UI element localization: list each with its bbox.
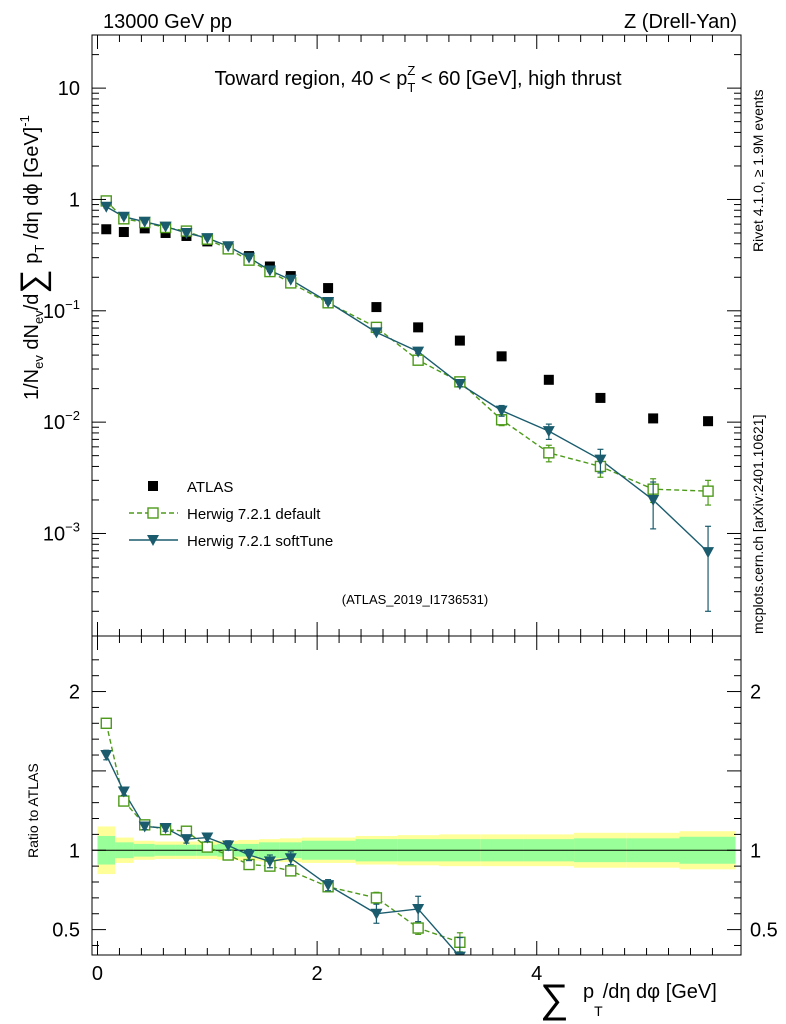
legend-entry-atlas: ATLAS xyxy=(148,479,233,496)
x-tick-label: 0 xyxy=(92,963,103,985)
mcplots-label: mcplots.cern.ch [arXiv:2401.10621] xyxy=(750,415,766,634)
main-point-herwig-softtune xyxy=(412,346,425,358)
ratio-y-tick-label-left: 1 xyxy=(69,840,80,862)
legend-entry-herwig-softtune: Herwig 7.2.1 softTune xyxy=(129,533,333,550)
main-point-atlas xyxy=(496,351,507,362)
main-point-atlas xyxy=(648,413,659,424)
series-line-herwig-softtune xyxy=(105,206,709,553)
main-y-tick-label: 10−2 xyxy=(43,408,80,434)
ratio-y-tick-label-right: 1 xyxy=(750,840,761,862)
main-point-herwig-softtune xyxy=(370,327,383,339)
ratio-point-herwig-softtune xyxy=(138,821,151,833)
main-y-tick-label: 10 xyxy=(58,78,80,100)
header-right: Z (Drell-Yan) xyxy=(624,11,737,33)
main-point-herwig-softtune xyxy=(263,265,276,277)
ratio-point-herwig-softtune xyxy=(412,903,425,915)
legend-marker-atlas xyxy=(148,481,158,491)
main-point-herwig-softtune xyxy=(117,211,130,223)
legend-label-herwig-softtune: Herwig 7.2.1 softTune xyxy=(187,533,333,550)
rivet-label: Rivet 4.1.0, ≥ 1.9M events xyxy=(750,89,766,252)
ratio-point-herwig-softtune xyxy=(222,840,235,852)
x-tick-label: 4 xyxy=(531,963,542,985)
main-point-herwig-softtune xyxy=(100,201,113,213)
ratio-point-herwig-softtune xyxy=(117,786,130,798)
main-point-atlas xyxy=(595,392,606,403)
main-point-atlas xyxy=(323,283,334,294)
ratio-point-herwig-softtune xyxy=(180,834,193,846)
main-point-herwig-softtune xyxy=(453,379,466,391)
ratio-point-herwig-softtune xyxy=(201,832,214,844)
ratio-point-herwig-softtune xyxy=(322,880,335,892)
ratio-point-herwig-softtune xyxy=(159,823,172,835)
main-y-tick-label: 10−1 xyxy=(43,297,80,323)
legend-entry-herwig-default: Herwig 7.2.1 default xyxy=(129,506,321,523)
x-tick-label: 2 xyxy=(312,963,323,985)
legend-label-atlas: ATLAS xyxy=(187,479,233,496)
svg-text:1/Nev dNev/d∑ pT /dη dϕ [GeV]: 1/Nev dNev/d∑ pT /dη dϕ [GeV]-1 xyxy=(14,115,52,400)
legend-label-herwig-default: Herwig 7.2.1 default xyxy=(187,506,321,523)
main-point-herwig-default xyxy=(543,447,555,459)
main-point-atlas xyxy=(543,374,554,385)
main-point-atlas xyxy=(454,335,465,346)
ratio-series-group xyxy=(100,717,466,955)
ratio-point-herwig-default xyxy=(370,892,383,904)
x-axis-label: ∑ pT/dη dφ [GeV] xyxy=(540,977,717,1021)
main-point-atlas xyxy=(118,227,129,238)
ratio-point-herwig-softtune xyxy=(284,853,297,865)
ratio-y-tick-label-left: 0.5 xyxy=(52,920,80,942)
ratio-point-herwig-default xyxy=(118,795,130,807)
main-point-herwig-softtune xyxy=(243,252,256,264)
main-point-herwig-softtune xyxy=(201,233,214,245)
main-point-herwig-softtune xyxy=(542,426,555,438)
main-point-herwig-softtune xyxy=(222,241,235,253)
ratio-point-herwig-default xyxy=(222,849,234,861)
main-point-herwig-softtune xyxy=(594,454,607,466)
ratio-point-herwig-softtune xyxy=(263,856,276,868)
ratio-point-herwig-default xyxy=(201,841,214,853)
watermark: (ATLAS_2019_I1736531) xyxy=(342,592,488,607)
ratio-panel: 0.5 0.5 1 1 2 2 0 2 4 xyxy=(52,635,778,985)
ratio-plot-frame xyxy=(91,635,742,956)
legend-marker-herwig-default xyxy=(147,507,159,519)
main-point-herwig-softtune xyxy=(702,547,715,559)
ratio-point-herwig-softtune xyxy=(100,750,113,762)
ratio-y-tick-label-right: 0.5 xyxy=(750,920,778,942)
legend: ATLAS Herwig 7.2.1 default Herwig 7.2.1 … xyxy=(129,479,333,550)
main-point-atlas xyxy=(371,302,382,313)
main-point-herwig-softtune xyxy=(322,296,335,308)
main-y-axis-label: 1/Nev dNev/d∑ pT /dη dϕ [GeV]-1 xyxy=(14,115,52,400)
ratio-point-herwig-softtune xyxy=(243,850,256,862)
main-plot-title: Toward region, 40 < pTZ < 60 [GeV], high… xyxy=(214,63,621,95)
main-panel: 10 1 10−1 10−2 10−3 Toward region, 40 < pTZ … xyxy=(43,34,742,637)
main-point-atlas xyxy=(413,322,424,333)
main-point-atlas xyxy=(101,224,112,235)
x-axis-label-text: pT/dη dφ [GeV] xyxy=(583,981,717,1019)
ratio-y-tick-label-right: 2 xyxy=(750,682,761,704)
main-point-atlas xyxy=(139,223,150,234)
ratio-point-herwig-softtune xyxy=(370,908,383,920)
ratio-point-herwig-default xyxy=(100,717,112,729)
header-left: 13000 GeV pp xyxy=(103,11,232,33)
main-y-tick-label: 1 xyxy=(69,189,80,211)
main-point-herwig-softtune xyxy=(284,274,297,286)
main-point-herwig-softtune xyxy=(180,227,193,239)
ratio-y-axis-label: Ratio to ATLAS xyxy=(25,763,41,858)
main-point-atlas xyxy=(703,416,714,427)
ratio-point-herwig-default xyxy=(412,922,424,934)
main-y-tick-label: 10−3 xyxy=(43,519,80,545)
x-axis-label-sigma: ∑ xyxy=(540,977,569,1021)
main-point-herwig-softtune xyxy=(159,221,172,233)
ratio-point-herwig-softtune xyxy=(453,951,466,955)
ratio-line-herwig-default xyxy=(105,723,461,943)
ratio-point-herwig-default xyxy=(285,865,297,877)
legend-marker-herwig-softtune xyxy=(147,535,159,546)
main-point-herwig-softtune xyxy=(138,216,151,228)
main-point-herwig-softtune xyxy=(495,405,508,417)
main-point-herwig-softtune xyxy=(647,494,660,506)
ratio-y-tick-label-left: 2 xyxy=(69,682,80,704)
main-point-herwig-default xyxy=(702,485,714,497)
